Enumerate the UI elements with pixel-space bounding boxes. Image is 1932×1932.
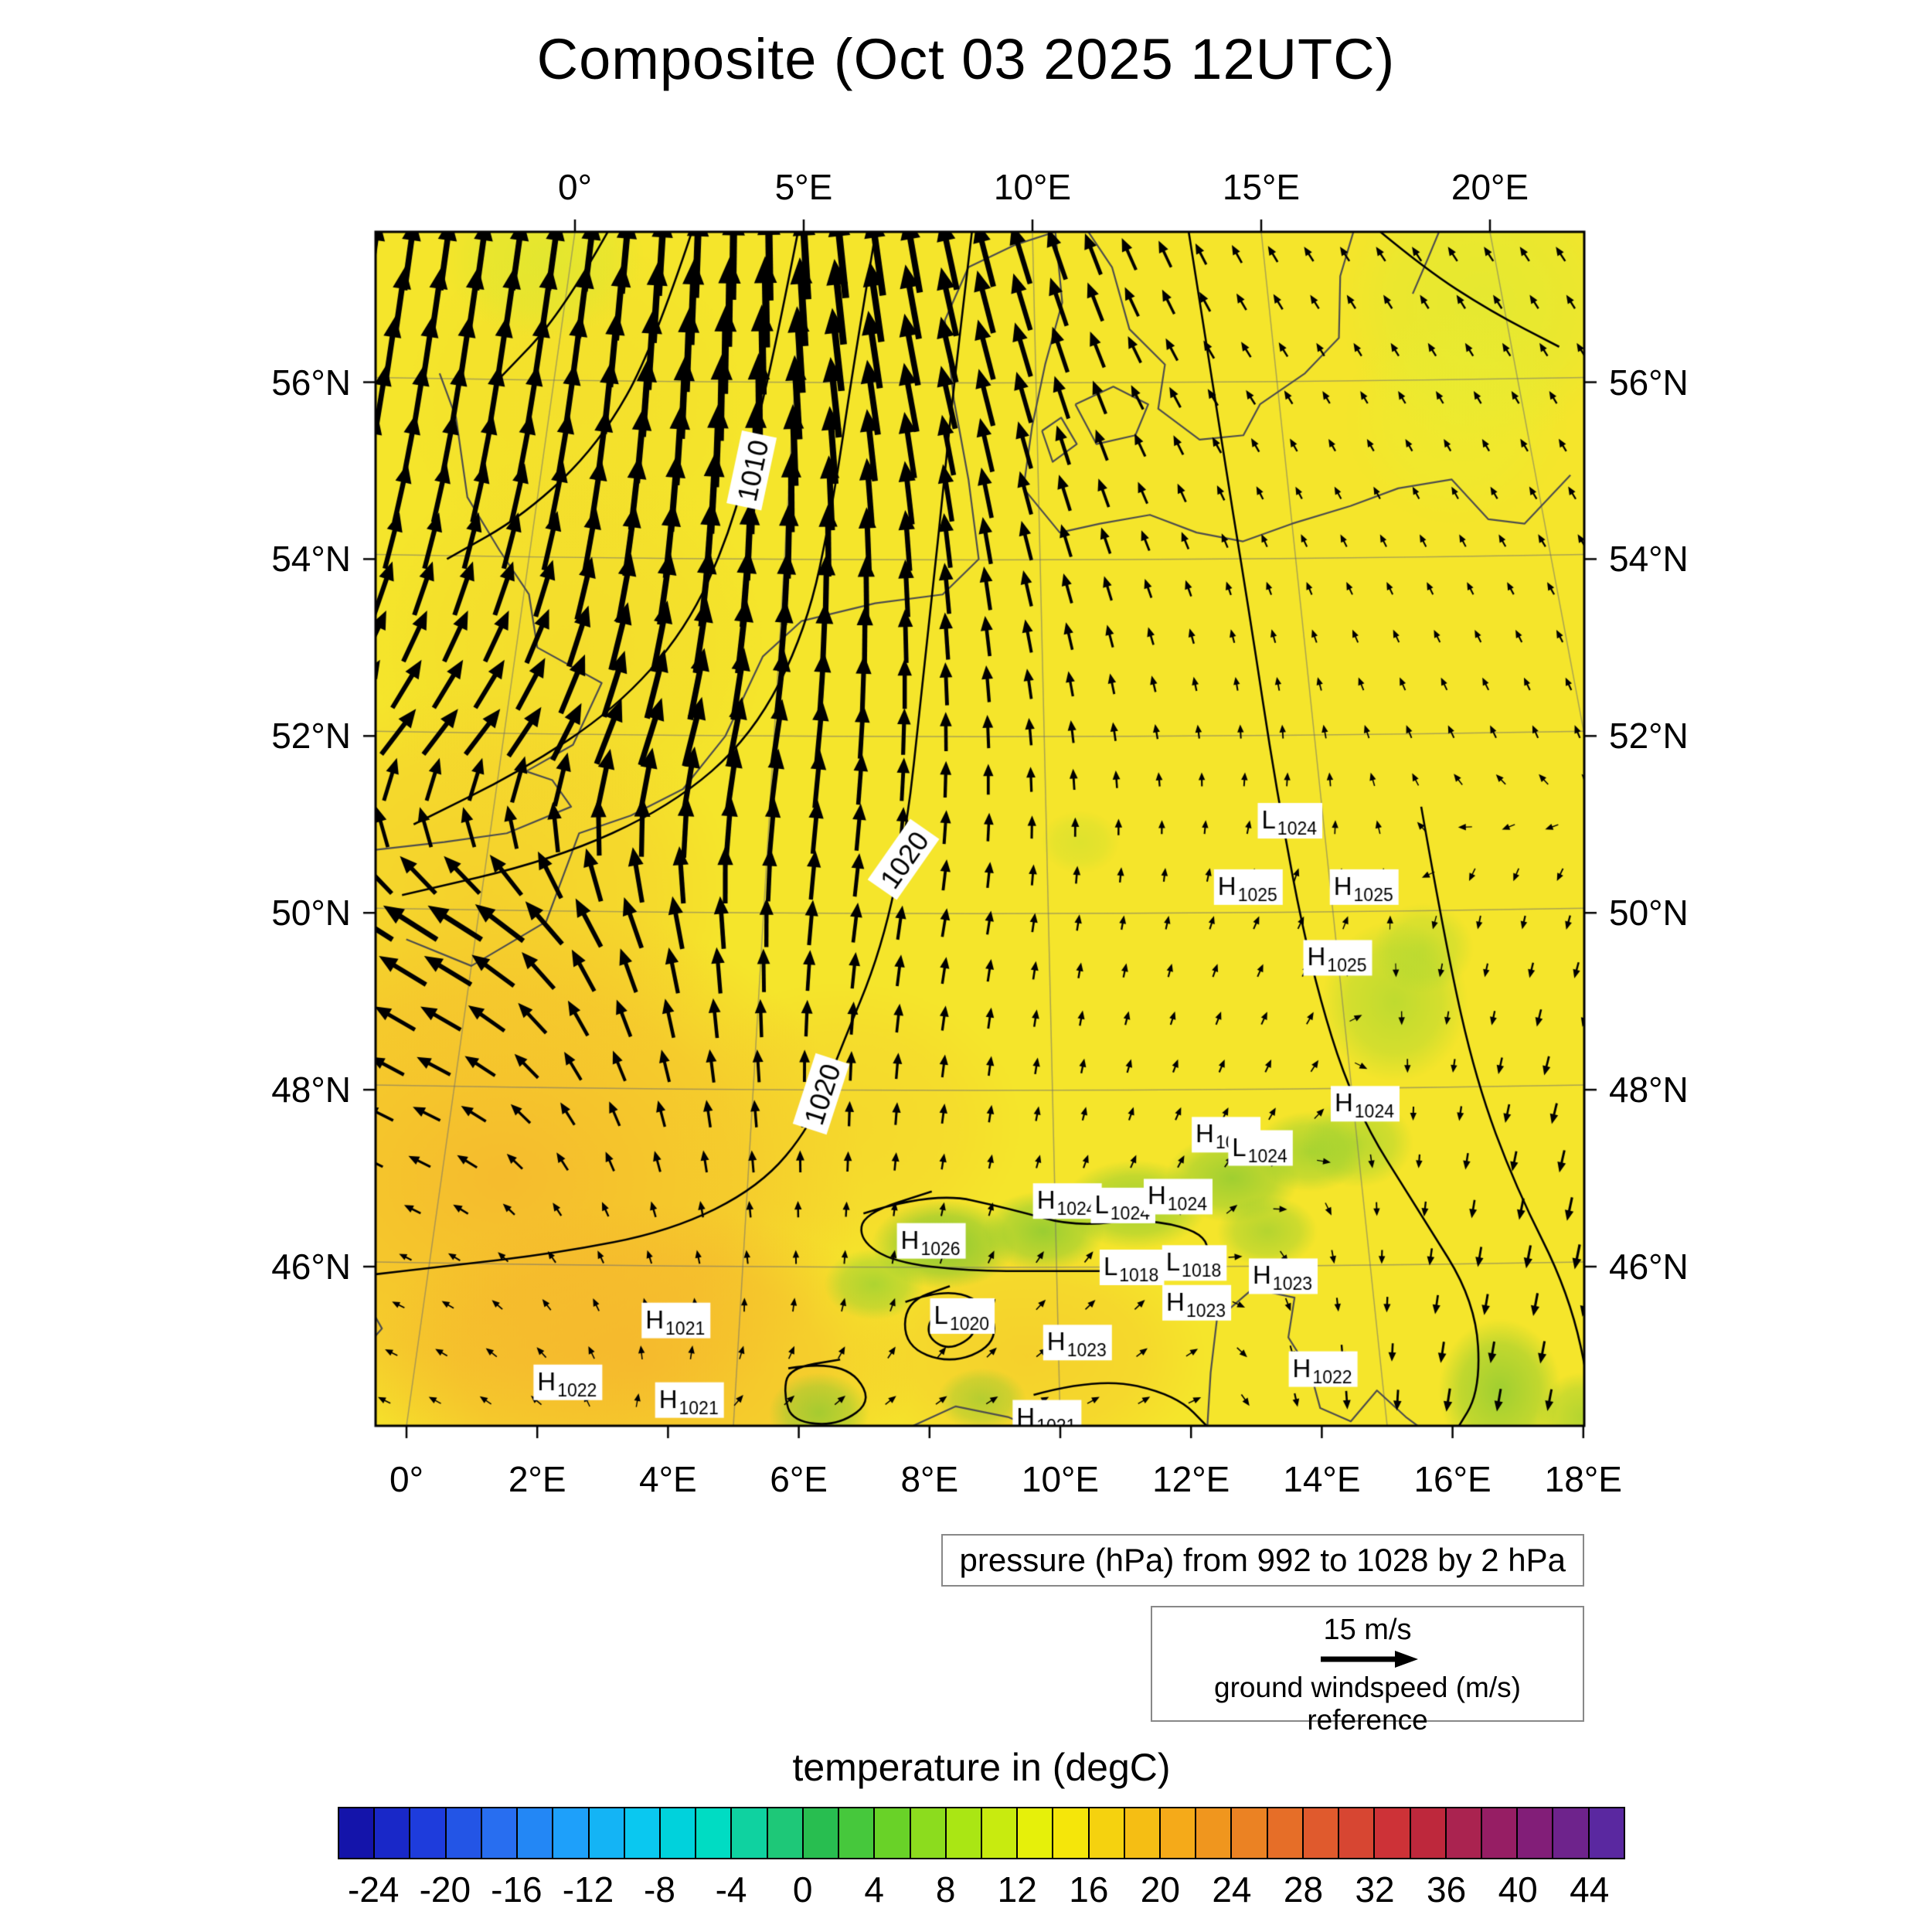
axis-label-right: 50°N [1609,893,1689,934]
axis-label-bottom: 10°E [1021,1459,1100,1499]
colorbar-segment [446,1808,481,1858]
axis-label-top: 10°E [993,167,1072,207]
colorbar-tick-label: 16 [1069,1869,1109,1910]
colorbar-tick-label: -8 [644,1869,675,1910]
colorbar-segment [1232,1808,1267,1858]
colorbar-segment [1339,1808,1374,1858]
axis-label-left: 52°N [271,716,351,757]
colorbar-tick-label: -4 [715,1869,747,1910]
colorbar-tick-label: 24 [1212,1869,1252,1910]
colorbar-segment [1018,1808,1053,1858]
colorbar-segment [1410,1808,1445,1858]
colorbar-tick-label: 4 [864,1869,884,1910]
axis-label-bottom: 4°E [639,1459,697,1499]
wind-reference-arrow-icon [1320,1651,1418,1668]
axis-label-top: 15°E [1222,167,1301,207]
colorbar: -24 -20 -16 -12 -8 -4 0 4 8 12 16 20 24 28 32 36 40 44 [338,1807,1625,1913]
colorbar-tick-label: -12 [562,1869,614,1910]
colorbar-tick-label: 0 [792,1869,813,1910]
colorbar-segment [410,1808,445,1858]
axis-label-top: 0° [558,167,592,207]
axis-label-left: 50°N [271,893,351,934]
axis-label-bottom: 6°E [770,1459,828,1499]
axis-label-left: 48°N [271,1070,351,1111]
colorbar-segment [589,1808,624,1858]
axis-label-left: 56°N [271,362,351,403]
colorbar-segment [553,1808,588,1858]
axis-label-right: 54°N [1609,539,1689,580]
axis-label-top: 20°E [1451,167,1529,207]
axis-label-right: 52°N [1609,716,1689,757]
colorbar-segment [481,1808,517,1858]
axis-label-right: 48°N [1609,1070,1689,1111]
colorbar-segment [1053,1808,1088,1858]
colorbar-tick-label: -24 [348,1869,400,1910]
colorbar-segment [1161,1808,1196,1858]
colorbar-segment [1124,1808,1160,1858]
colorbar-segment [1446,1808,1481,1858]
colorbar-segment [660,1808,696,1858]
axis-label-bottom: 14°E [1283,1459,1361,1499]
axis-label-bottom: 2°E [508,1459,566,1499]
colorbar-segment [1482,1808,1517,1858]
colorbar-segment [1518,1808,1553,1858]
axis-label-bottom: 16°E [1413,1459,1492,1499]
wind-legend-speed-label: 15 m/s [1323,1614,1412,1646]
colorbar-segment [624,1808,659,1858]
axis-label-bottom: 12°E [1152,1459,1230,1499]
colorbar-tick-label: 44 [1570,1869,1610,1910]
colorbar-segment [910,1808,945,1858]
axis-label-left: 54°N [271,539,351,580]
colorbar-tick-label: 20 [1140,1869,1180,1910]
colorbar-segment [1089,1808,1124,1858]
colorbar-tick-label: 40 [1498,1869,1538,1910]
axis-label-right: 56°N [1609,362,1689,403]
axis-label-bottom: 18°E [1544,1459,1622,1499]
colorbar-segment [339,1808,374,1858]
colorbar-gradient [338,1807,1625,1859]
colorbar-segment [696,1808,731,1858]
colorbar-segment [767,1808,802,1858]
colorbar-tick-label: 28 [1283,1869,1324,1910]
colorbar-title: temperature in (degC) [792,1746,1171,1789]
wind-legend-caption: ground windspeed (m/s) reference [1214,1672,1521,1736]
colorbar-segment [1553,1808,1588,1858]
colorbar-segment [732,1808,767,1858]
axis-label-bottom: 8°E [900,1459,959,1499]
axis-label-left: 46°N [271,1247,351,1287]
pressure-caption-text: pressure (hPa) from 992 to 1028 by 2 hPa [959,1542,1566,1578]
pressure-caption-box: pressure (hPa) from 992 to 1028 by 2 hPa [940,1534,1584,1587]
colorbar-segment [1196,1808,1231,1858]
colorbar-segment [1267,1808,1302,1858]
colorbar-segment [803,1808,838,1858]
colorbar-tick-label: 32 [1355,1869,1395,1910]
colorbar-segment [1303,1808,1338,1858]
colorbar-segment [839,1808,874,1858]
wind-legend-box: 15 m/s ground windspeed (m/s) reference [1151,1606,1584,1736]
colorbar-segment [946,1808,981,1858]
colorbar-segment [875,1808,910,1858]
colorbar-tick-label: -16 [491,1869,543,1910]
colorbar-tick-label: 36 [1427,1869,1467,1910]
axis-label-bottom: 0° [389,1459,423,1499]
colorbar-tick-label: -20 [419,1869,471,1910]
axis-label-right: 46°N [1609,1247,1689,1287]
colorbar-tick-labels: -24 -20 -16 -12 -8 -4 0 4 8 12 16 20 24 28 32 36 40 44 [338,1859,1625,1913]
colorbar-segment [1375,1808,1410,1858]
colorbar-segment [1589,1808,1624,1858]
colorbar-segment [981,1808,1017,1858]
colorbar-segment [375,1808,410,1858]
colorbar-tick-label: 8 [935,1869,956,1910]
colorbar-tick-label: 12 [997,1869,1037,1910]
axis-label-top: 5°E [774,167,833,207]
colorbar-segment [518,1808,553,1858]
